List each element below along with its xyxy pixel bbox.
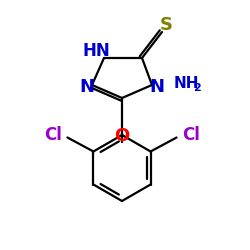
- Text: N: N: [80, 78, 94, 96]
- Text: Cl: Cl: [182, 126, 200, 144]
- Text: N: N: [150, 78, 164, 96]
- Text: HN: HN: [82, 42, 110, 60]
- Text: 2: 2: [193, 83, 201, 93]
- Text: S: S: [160, 16, 172, 34]
- Text: Cl: Cl: [44, 126, 62, 144]
- Text: O: O: [114, 127, 130, 145]
- Text: NH: NH: [174, 76, 200, 92]
